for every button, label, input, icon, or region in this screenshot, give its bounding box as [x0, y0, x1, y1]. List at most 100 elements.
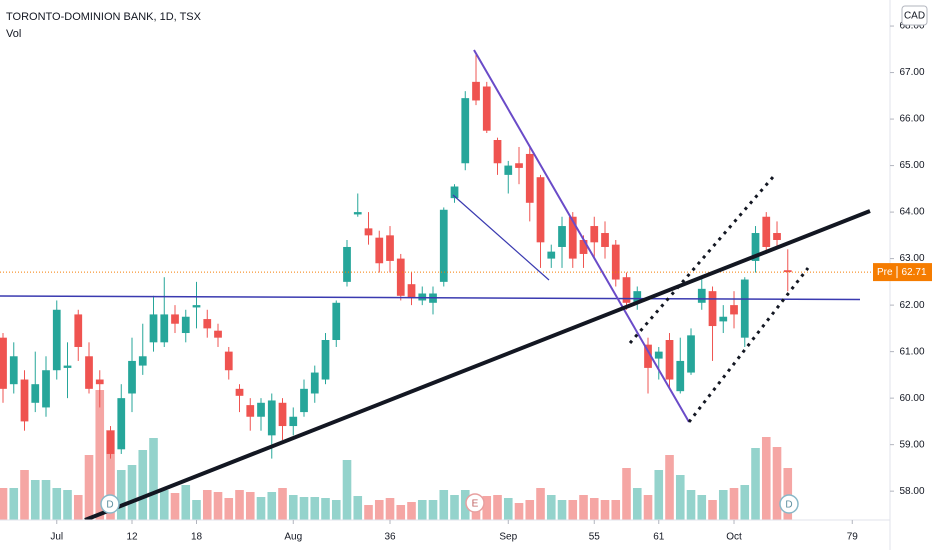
candle-body: [547, 251, 556, 259]
volume-bar: [288, 495, 298, 520]
volume-bar: [321, 498, 330, 520]
y-tick-label: 58.00: [899, 486, 924, 497]
volume-bar: [256, 497, 266, 520]
drawings: [0, 49, 871, 520]
candle-body: [267, 400, 276, 436]
candle-body: [95, 379, 104, 385]
candle-body: [106, 430, 115, 454]
candle-body: [493, 140, 502, 164]
candle-body: [171, 314, 179, 324]
volume-bar: [116, 470, 126, 520]
volume-bar: [0, 488, 8, 520]
volume-bar: [181, 485, 191, 520]
volume-bar: [557, 500, 567, 520]
candle-body: [461, 98, 470, 164]
volume-bar: [718, 490, 728, 520]
candle-body: [289, 416, 298, 427]
candle-body: [751, 233, 760, 261]
candle-body: [396, 258, 405, 296]
volume-bar: [364, 505, 373, 520]
candle-body: [300, 388, 308, 413]
volume-bar: [536, 488, 545, 520]
volume-bar: [170, 493, 180, 520]
volume-bar: [772, 447, 782, 520]
candle-body: [633, 291, 642, 303]
candle-body: [719, 316, 728, 322]
candle-body: [762, 216, 771, 247]
volume-bar: [9, 488, 19, 520]
volume-bar: [127, 465, 137, 520]
last-price-tag: Pre: [877, 267, 893, 278]
candle-body: [160, 314, 169, 343]
volume-bar: [622, 468, 631, 520]
candle-body: [622, 277, 631, 303]
currency-label[interactable]: CAD: [904, 11, 925, 22]
x-tick-label: Aug: [284, 532, 302, 543]
volume-bar: [192, 500, 201, 520]
purple-trend-line: [473, 49, 690, 423]
x-tick-label: 55: [589, 532, 601, 543]
y-tick-label: 61.00: [899, 346, 924, 357]
volume-label: Vol: [6, 28, 21, 40]
candle-body: [257, 402, 265, 417]
volume-bar: [149, 438, 158, 520]
volume-bar: [267, 492, 277, 520]
event-label: D: [785, 500, 792, 511]
x-tick-label: Sep: [499, 532, 517, 543]
thin-trend-line: [452, 194, 550, 281]
candle-body: [85, 356, 93, 389]
volume-bar: [697, 495, 707, 520]
candle-body: [558, 226, 566, 247]
candle-body: [31, 384, 40, 403]
event-marker: [465, 493, 485, 513]
x-tick-label: 79: [847, 532, 859, 543]
candle-body: [214, 330, 222, 338]
volume-bar: [450, 495, 459, 520]
candle-body: [42, 370, 50, 408]
horizontal-trend-line: [0, 295, 861, 301]
candle-body: [181, 316, 190, 334]
volume-bar: [310, 497, 320, 520]
volume-bar: [396, 505, 406, 520]
candle-body: [654, 351, 663, 359]
currency-button[interactable]: [901, 5, 928, 26]
volume-bar: [761, 437, 771, 520]
volume-bar: [589, 498, 599, 520]
volume-bar: [235, 490, 244, 520]
candle-body: [278, 402, 287, 427]
event-markers: D E D: [100, 493, 799, 514]
candle-body: [407, 284, 416, 299]
volume-bar: [643, 495, 653, 520]
candle-body: [472, 81, 480, 101]
candle-body: [117, 398, 126, 450]
candle-body: [364, 228, 373, 236]
x-tick-label: Oct: [726, 532, 742, 543]
candle-body: [525, 153, 534, 203]
candle-body: [504, 165, 513, 175]
candle-body: [773, 233, 781, 240]
volume-bar: [73, 495, 83, 520]
volume-bar: [686, 490, 696, 520]
x-tick-label: 12: [126, 532, 138, 543]
volume-bar: [417, 500, 427, 520]
volume-bar: [353, 496, 363, 520]
candle-body: [63, 365, 72, 368]
volume-bar: [546, 495, 556, 520]
candle-body: [246, 405, 255, 417]
y-tick-label: 60.00: [899, 393, 924, 404]
y-tick-label: 64.00: [899, 207, 924, 218]
candle-body: [676, 360, 685, 392]
candle-body: [708, 291, 717, 327]
volume-bar: [568, 500, 578, 520]
candle-body: [149, 314, 158, 343]
volume-bar: [202, 490, 212, 520]
volume-bar: [84, 455, 94, 520]
event-marker: [100, 494, 120, 514]
y-tick-label: 62.00: [899, 300, 924, 311]
volume-bar: [654, 470, 664, 520]
volume-bar: [41, 480, 51, 520]
x-tick-label: 18: [191, 532, 203, 543]
volume-bar: [213, 492, 223, 520]
candle-body: [730, 305, 738, 315]
y-tick-label: 66.00: [899, 114, 924, 125]
